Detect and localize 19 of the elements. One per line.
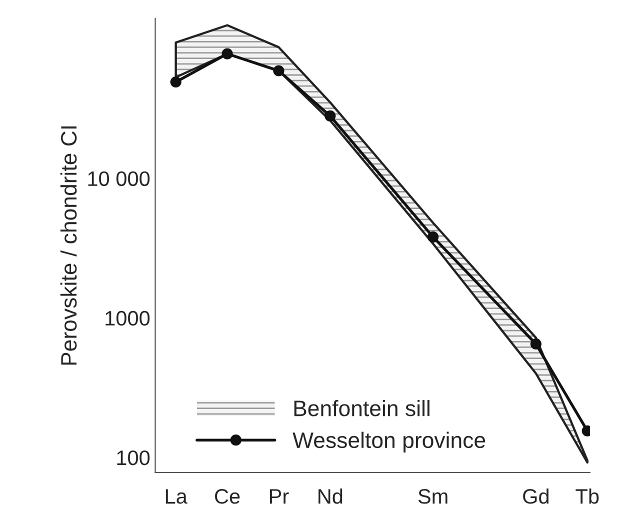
x-tick-label: Tb <box>576 488 599 504</box>
y-tick-label: 100 <box>117 450 150 466</box>
x-tick-label: Sm <box>418 489 448 504</box>
point <box>530 338 542 350</box>
legend-label: Benfontein sill <box>294 400 430 416</box>
legend-label: Wesselton province <box>292 432 486 452</box>
point <box>324 110 336 122</box>
y-tick-label: 1000 <box>106 310 150 326</box>
point <box>170 76 182 88</box>
point <box>222 48 233 60</box>
y-axis-title: Perovskite / chondrite CI <box>60 126 77 365</box>
x-tick-label: La <box>166 489 188 504</box>
x-tick-label: Gd <box>523 488 548 504</box>
point <box>273 65 284 76</box>
x-tick-label: Nd <box>318 488 342 504</box>
x-tick-label: Pr <box>270 489 289 504</box>
x-tick-label: Ce <box>215 489 240 504</box>
point <box>427 231 439 243</box>
y-tick-label: 10 000 <box>88 171 150 186</box>
